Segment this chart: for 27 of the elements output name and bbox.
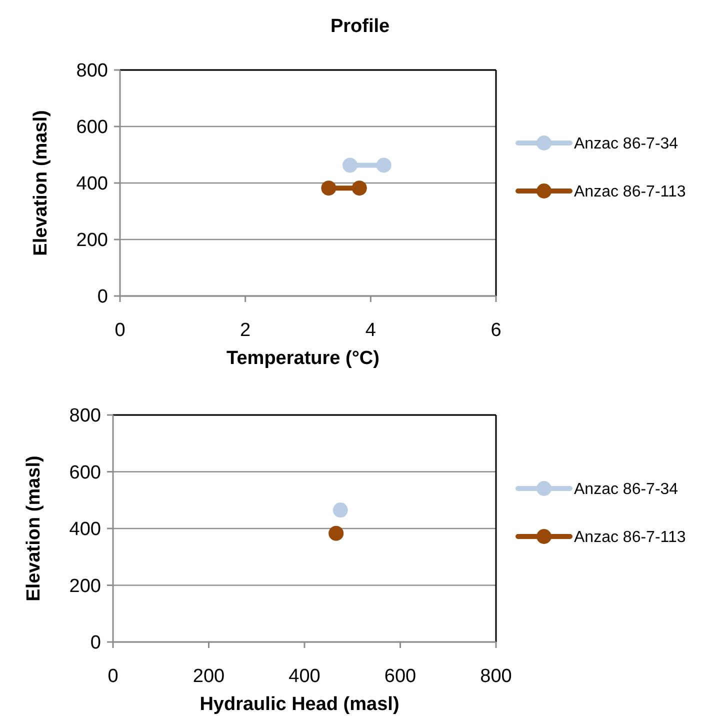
x-axis-title: Temperature (°C) bbox=[226, 348, 380, 369]
legend-label: Anzac 86-7-113 bbox=[574, 529, 686, 546]
y-axis-title: Elevation (masl) bbox=[24, 456, 45, 602]
y-tick-label: 200 bbox=[76, 230, 108, 252]
y-tick-label: 0 bbox=[90, 632, 101, 654]
legend-label: Anzac 86-7-113 bbox=[574, 184, 686, 201]
x-tick-label: 200 bbox=[192, 666, 225, 687]
legend-label: Anzac 86-7-34 bbox=[574, 136, 678, 153]
x-tick-label: 0 bbox=[114, 320, 126, 341]
y-tick-label: 600 bbox=[76, 117, 108, 138]
x-tick-label: 600 bbox=[384, 666, 416, 687]
y-tick-label: 400 bbox=[69, 519, 101, 540]
y-tick-label: 400 bbox=[76, 174, 108, 195]
x-tick-label: 400 bbox=[288, 666, 320, 687]
x-tick-label: 4 bbox=[365, 320, 376, 341]
y-tick-label: 200 bbox=[69, 576, 101, 597]
y-tick-label: 800 bbox=[69, 406, 101, 427]
y-tick-label: 800 bbox=[76, 60, 108, 82]
y-tick-label: 0 bbox=[97, 286, 108, 308]
chart-title: Profile bbox=[330, 16, 390, 37]
y-axis-title: Elevation (masl) bbox=[30, 110, 52, 256]
legend-label: Anzac 86-7-34 bbox=[574, 481, 678, 498]
x-axis-title: Hydraulic Head (masl) bbox=[200, 694, 400, 715]
x-tick-label: 800 bbox=[480, 666, 512, 687]
x-tick-label: 2 bbox=[240, 320, 251, 341]
y-tick-label: 600 bbox=[69, 462, 101, 484]
x-tick-label: 6 bbox=[490, 320, 502, 341]
